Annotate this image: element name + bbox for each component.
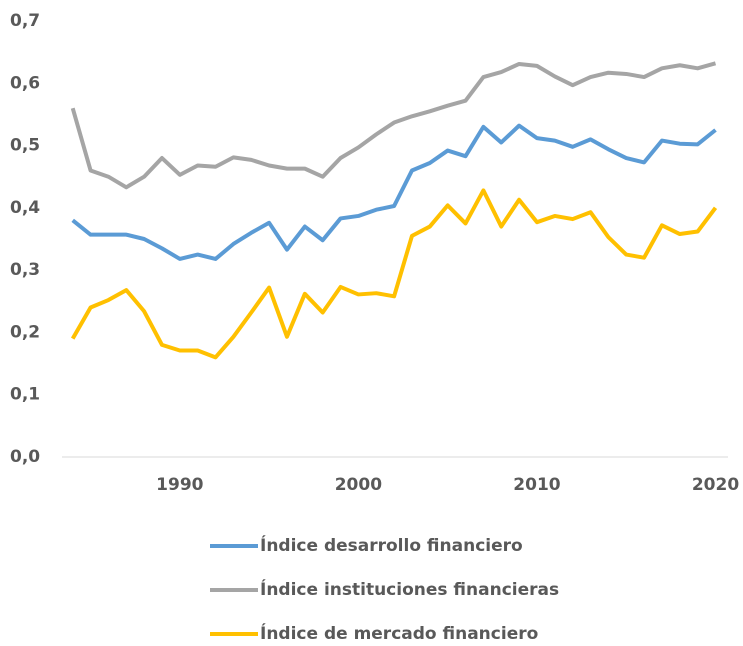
y-tick-label: 0,2 [10, 322, 40, 342]
y-tick-label: 0,5 [10, 136, 40, 156]
x-tick-label: 2020 [692, 475, 739, 495]
x-tick-label: 1990 [156, 475, 203, 495]
legend-label: Índice de mercado financiero [260, 622, 538, 644]
series-line [70, 188, 718, 360]
y-tick-label: 0,6 [10, 73, 40, 93]
legend-label: Índice instituciones financieras [260, 578, 559, 600]
x-tick-label: 2010 [513, 475, 560, 495]
y-tick-label: 0,3 [10, 260, 40, 280]
y-tick-label: 0,7 [10, 11, 40, 31]
y-tick-label: 0,4 [10, 198, 40, 218]
series-line [71, 123, 717, 261]
x-tick-label: 2000 [335, 475, 382, 495]
legend-label: Índice desarrollo financiero [260, 534, 523, 556]
series-line [70, 61, 717, 190]
y-tick-label: 0,0 [10, 447, 40, 467]
y-tick-label: 0,1 [10, 385, 40, 405]
